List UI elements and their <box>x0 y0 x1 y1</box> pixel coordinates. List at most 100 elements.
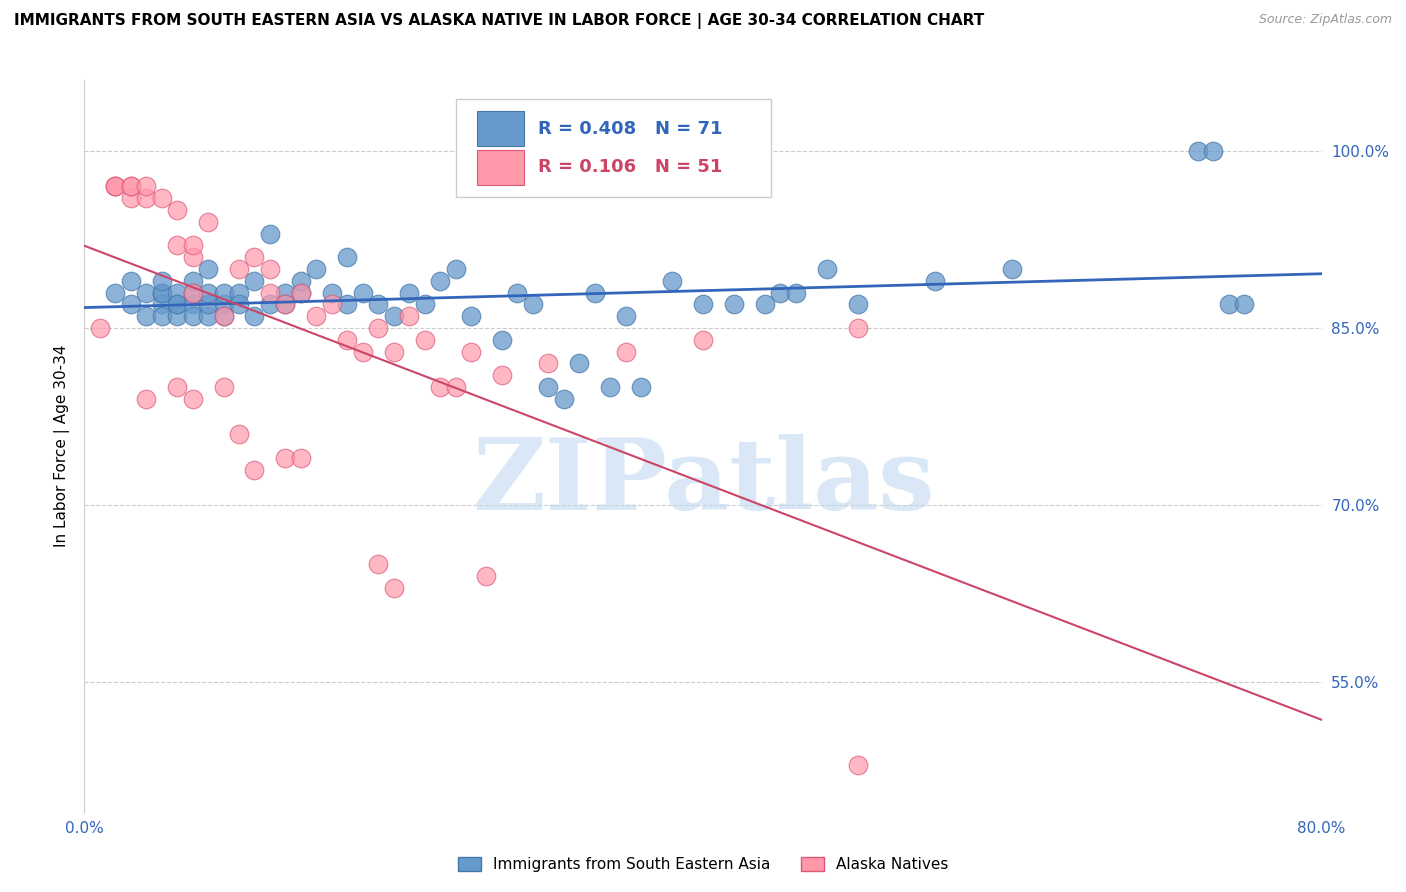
Point <box>181 392 204 406</box>
Y-axis label: In Labor Force | Age 30-34: In Labor Force | Age 30-34 <box>55 344 70 548</box>
Point <box>243 462 266 476</box>
Text: R = 0.408   N = 71: R = 0.408 N = 71 <box>538 120 723 137</box>
Point <box>305 262 328 277</box>
Point <box>197 215 219 229</box>
Point <box>197 310 219 324</box>
Point <box>924 274 946 288</box>
Point <box>228 297 250 311</box>
Point <box>336 250 359 264</box>
Point <box>1187 144 1209 158</box>
Point <box>367 297 389 311</box>
Point <box>321 297 343 311</box>
Point <box>846 297 869 311</box>
Point <box>150 191 173 205</box>
Point <box>491 368 513 383</box>
Point <box>382 581 405 595</box>
Point <box>692 297 714 311</box>
Point <box>120 274 142 288</box>
Point <box>104 285 127 300</box>
Point <box>135 179 157 194</box>
Text: ZIPatlas: ZIPatlas <box>472 434 934 531</box>
Point <box>754 297 776 311</box>
Point <box>290 274 312 288</box>
Point <box>661 274 683 288</box>
Point <box>336 333 359 347</box>
Point <box>135 310 157 324</box>
Point <box>614 344 637 359</box>
Point <box>537 356 560 370</box>
Point <box>104 179 127 194</box>
Point <box>429 380 451 394</box>
Point <box>274 297 297 311</box>
Point <box>785 285 807 300</box>
Point <box>150 285 173 300</box>
Point <box>321 285 343 300</box>
Point <box>444 262 467 277</box>
Point <box>166 380 188 394</box>
Point <box>120 179 142 194</box>
Point <box>413 297 436 311</box>
Point <box>846 321 869 335</box>
Text: Source: ZipAtlas.com: Source: ZipAtlas.com <box>1258 13 1392 27</box>
Point <box>212 310 235 324</box>
Point <box>506 285 529 300</box>
Point <box>723 297 745 311</box>
Point <box>382 344 405 359</box>
Point <box>135 392 157 406</box>
Point <box>166 202 188 217</box>
Point <box>491 333 513 347</box>
Point <box>228 285 250 300</box>
Point <box>150 274 173 288</box>
Point <box>197 285 219 300</box>
Point <box>135 191 157 205</box>
Point <box>429 274 451 288</box>
Point <box>150 297 173 311</box>
Point <box>352 344 374 359</box>
Point <box>181 310 204 324</box>
Point <box>259 262 281 277</box>
Point <box>166 310 188 324</box>
Point <box>259 297 281 311</box>
Point <box>243 310 266 324</box>
Legend: Immigrants from South Eastern Asia, Alaska Natives: Immigrants from South Eastern Asia, Alas… <box>450 849 956 880</box>
Point <box>104 179 127 194</box>
Point <box>212 285 235 300</box>
Point <box>336 297 359 311</box>
Point <box>1001 262 1024 277</box>
Point <box>89 321 111 335</box>
Point <box>274 297 297 311</box>
Point <box>1202 144 1225 158</box>
Point <box>243 250 266 264</box>
Point <box>537 380 560 394</box>
Point <box>166 285 188 300</box>
Point <box>599 380 621 394</box>
Point <box>382 310 405 324</box>
Point <box>259 227 281 241</box>
Point <box>583 285 606 300</box>
Text: R = 0.106   N = 51: R = 0.106 N = 51 <box>538 158 723 177</box>
Point <box>846 757 869 772</box>
Point <box>1233 297 1256 311</box>
Point <box>150 310 173 324</box>
Point <box>398 285 420 300</box>
Point <box>150 285 173 300</box>
Point <box>769 285 792 300</box>
Point <box>120 191 142 205</box>
Point <box>228 262 250 277</box>
Point <box>475 568 498 582</box>
Point <box>212 310 235 324</box>
Point <box>181 297 204 311</box>
Point <box>120 179 142 194</box>
Point <box>166 297 188 311</box>
Point <box>1218 297 1240 311</box>
Point <box>166 297 188 311</box>
Point <box>104 179 127 194</box>
Bar <box>477 150 523 185</box>
Point <box>290 450 312 465</box>
Point <box>212 297 235 311</box>
Point <box>120 297 142 311</box>
Point <box>815 262 838 277</box>
Point <box>274 285 297 300</box>
Point <box>630 380 652 394</box>
Point <box>181 250 204 264</box>
